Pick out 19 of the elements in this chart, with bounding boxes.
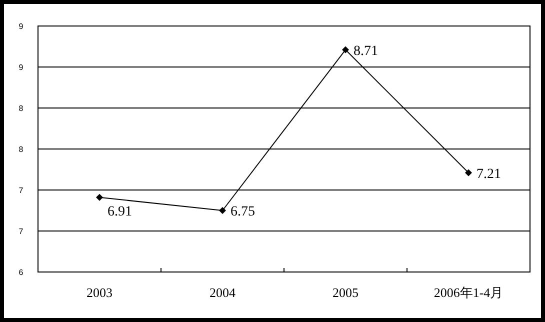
data-label: 8.71 [354,44,378,59]
y-tick-label: 6 [18,268,24,277]
y-tick-label: 7 [18,227,24,236]
y-tick-label: 7 [18,186,24,195]
data-label: 6.91 [108,204,132,220]
x-tick-label: 2005 [332,285,358,300]
point [96,194,103,201]
y-tick-label: 9 [18,63,24,72]
y-tick-label: 9 [18,22,24,31]
data-label: 7.21 [476,166,501,182]
point [219,207,226,214]
x-tick-label: 2006年1-4月 [434,285,504,300]
y-tick-label: 8 [18,145,24,154]
x-tick-label: 2004 [210,285,236,300]
point [342,46,349,54]
y-tick-label: 8 [18,104,24,113]
point [465,169,472,176]
x-tick-label: 2003 [86,285,112,300]
data-label: 6.75 [230,204,255,220]
